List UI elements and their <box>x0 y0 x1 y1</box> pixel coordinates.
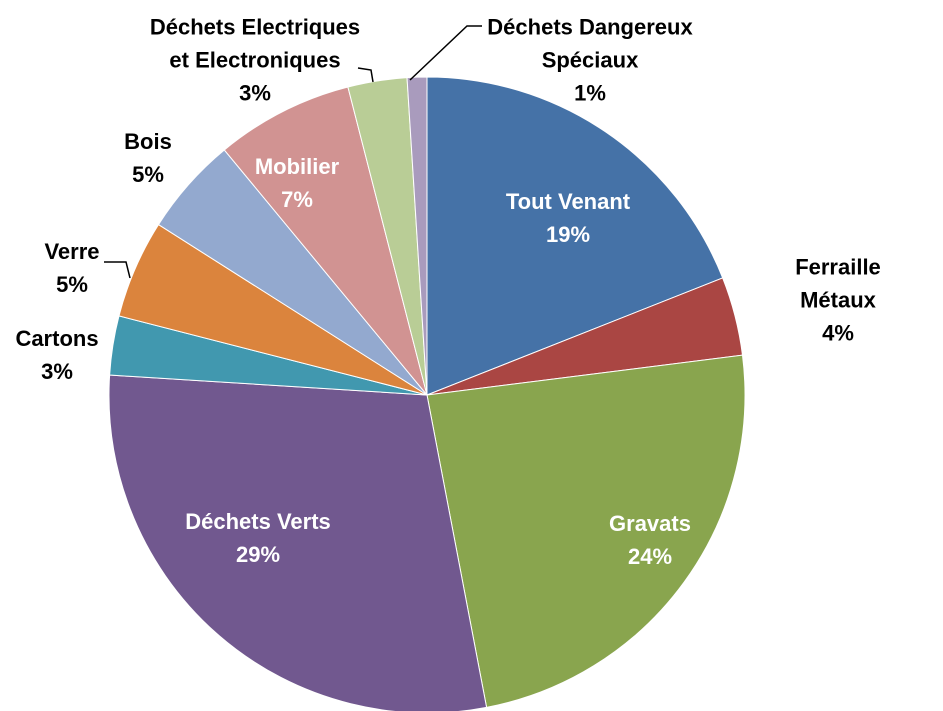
slice-label: Verre 5% <box>44 235 99 301</box>
category-label: Ferraille Métaux <box>795 254 881 313</box>
leader-line <box>409 25 482 81</box>
category-label: Cartons <box>15 326 99 351</box>
slice-label: Mobilier 7% <box>255 150 339 216</box>
value-label: 5% <box>132 162 164 187</box>
slices <box>108 76 746 711</box>
value-label: 4% <box>822 320 854 346</box>
category-label: Déchets Electriques et Electroniques <box>149 14 361 73</box>
leader-line <box>104 261 131 279</box>
category-label: Déchets Verts <box>185 509 331 534</box>
slice-label: Déchets Verts 29% <box>185 505 331 571</box>
slice-label: Tout Venant 19% <box>506 185 630 251</box>
pie-slice <box>108 374 488 711</box>
slice-label: Déchets Electriques et Electroniques 3% <box>150 11 360 110</box>
pie-slice <box>426 76 724 396</box>
value-label: 7% <box>281 187 313 212</box>
value-label: 19% <box>545 222 591 247</box>
category-label: Tout Venant <box>505 189 631 214</box>
value-label: 3% <box>239 80 271 106</box>
slice-label: Bois 5% <box>124 125 172 191</box>
leader-line <box>357 67 374 83</box>
category-label: Mobilier <box>254 154 340 179</box>
pie-slice <box>223 86 428 396</box>
slice-label: Ferraille Métaux 4% <box>786 251 891 350</box>
category-label: Bois <box>124 129 172 154</box>
value-label: 29% <box>235 542 281 567</box>
value-label: 5% <box>56 272 88 297</box>
slice-label: Cartons 3% <box>15 322 98 388</box>
value-label: 1% <box>574 80 606 106</box>
category-label: Gravats <box>609 511 691 536</box>
slice-label: Gravats 24% <box>609 507 691 573</box>
pie-slice <box>406 76 428 396</box>
category-label: Verre <box>44 239 100 264</box>
value-label: 3% <box>41 359 73 384</box>
value-label: 24% <box>627 544 673 569</box>
pie-slice <box>426 354 746 708</box>
slice-label: Déchets Dangereux Spéciaux 1% <box>487 11 692 110</box>
category-label: Déchets Dangereux Spéciaux <box>487 14 693 73</box>
